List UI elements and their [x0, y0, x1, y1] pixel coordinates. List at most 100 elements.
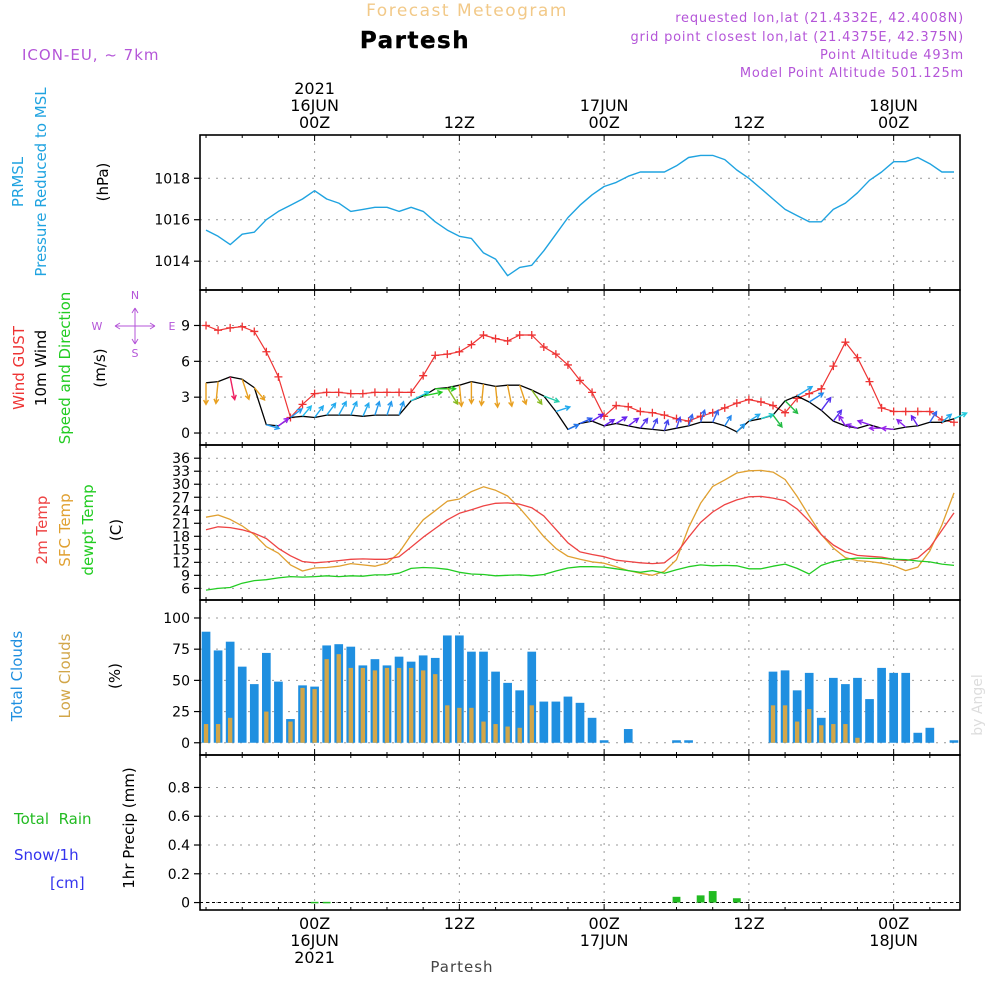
tick-label-y: 27: [172, 490, 190, 506]
gust-marker: [503, 337, 512, 346]
tick-label-y: 100: [163, 611, 190, 627]
tick-label-y: 0.4: [168, 838, 190, 854]
bar-total-cloud: [623, 729, 633, 743]
gust-marker: [769, 401, 778, 410]
wind-arrow: [832, 409, 843, 422]
wind-arrow: [519, 384, 528, 406]
wind-arrow: [808, 392, 825, 403]
bar-low-cloud: [469, 707, 474, 743]
bar-total-cloud: [274, 681, 283, 743]
wind-arrow: [591, 413, 605, 422]
tick-label-y: 30: [172, 477, 190, 493]
bar-low-cloud: [360, 667, 366, 743]
axis-label: (%): [106, 663, 124, 689]
gust-marker: [310, 389, 319, 398]
bar-low-cloud: [782, 705, 788, 743]
bar-total-cloud: [262, 652, 271, 743]
wind-arrow: [760, 412, 776, 420]
bar-total-cloud: [925, 727, 935, 743]
wind-arrow: [362, 401, 370, 417]
gust-marker: [274, 372, 283, 381]
bar-total-cloud: [901, 672, 911, 743]
compass-rose-icon: [114, 307, 156, 345]
bar-low-cloud: [517, 727, 522, 743]
bar-low-cloud: [505, 726, 510, 743]
wind-arrow: [229, 376, 237, 402]
gust-marker: [576, 376, 584, 385]
gust-marker: [756, 397, 765, 406]
wind-arrow: [784, 400, 799, 415]
wind-arrow: [880, 425, 894, 432]
bar-total-cloud: [455, 635, 464, 743]
bar-low-cloud: [843, 724, 848, 743]
tick-label-y: 0: [181, 426, 190, 442]
bar-low-cloud: [203, 724, 209, 743]
wind-arrow: [531, 389, 543, 406]
tick-label-y: 24: [172, 503, 190, 519]
tick-label-x-bottom: 2021: [294, 948, 335, 967]
gust-marker: [624, 402, 633, 411]
bar-total-cloud: [527, 651, 537, 743]
axis-label: Wind GUST: [10, 325, 28, 410]
wind-arrow: [301, 404, 313, 417]
tick-label-y: 0: [181, 736, 190, 752]
gridpoint-coords: grid point closest lon,lat (21.4375E, 42…: [630, 30, 964, 45]
point-altitude: Point Altitude 493m: [820, 48, 964, 63]
legend-snow-unit: [cm]: [50, 874, 85, 892]
gust-marker: [720, 403, 729, 412]
gust-marker: [443, 350, 452, 359]
tick-label-x-top: 00Z: [299, 113, 330, 132]
gust-marker: [298, 400, 307, 409]
footer-label: Partesh: [430, 958, 493, 976]
gust-marker: [226, 323, 235, 332]
tick-label-y: 0.6: [168, 809, 190, 825]
tick-label-y: 9: [181, 318, 190, 334]
tick-label-y: 6: [181, 581, 190, 597]
gust-marker: [612, 401, 621, 410]
gust-marker: [949, 418, 958, 427]
wind-arrow: [868, 425, 882, 432]
bar-low-cloud: [396, 667, 402, 743]
tick-label-y: 15: [172, 542, 190, 558]
wind-arrow: [651, 417, 659, 430]
wind-arrow: [423, 390, 444, 397]
wind-arrow: [579, 417, 594, 425]
gust-marker: [358, 389, 367, 398]
gust-marker: [588, 388, 597, 397]
bar-low-cloud: [336, 654, 341, 743]
requested-coords: requested lon,lat (21.4332E, 42.4008N): [675, 11, 964, 26]
bar-low-cloud: [348, 667, 353, 743]
wind-arrow: [543, 395, 561, 403]
wind-arrow: [687, 413, 694, 427]
tick-label-x-bottom: 12Z: [733, 914, 764, 933]
axis-label: Low Clouds: [56, 633, 74, 718]
wind-arrow: [326, 402, 337, 416]
panel-frame-precip: [199, 754, 961, 911]
gust-marker: [491, 334, 500, 343]
tick-label-y: 3: [181, 390, 190, 406]
gust-marker: [901, 407, 910, 416]
tick-label-x-top: 12Z: [444, 113, 475, 132]
bar-low-cloud: [433, 674, 438, 743]
wind-arrow: [772, 414, 783, 429]
gust-marker: [238, 322, 247, 331]
gust-marker: [925, 407, 934, 416]
legend-snow: Snow/1h: [14, 846, 79, 864]
gust-marker: [853, 353, 862, 362]
wind-arrow: [724, 414, 732, 427]
wind-arrow: [435, 385, 457, 392]
bar-rain: [310, 901, 319, 904]
axis-label-precip: 1hr Precip (mm): [120, 767, 138, 888]
gust-marker: [527, 331, 536, 340]
bar-low-cloud: [372, 670, 378, 743]
wind-arrow: [699, 408, 707, 423]
bar-rain: [708, 891, 717, 903]
bar-low-cloud: [831, 724, 836, 743]
bar-low-cloud: [529, 705, 534, 743]
axis-label: 10m Wind: [32, 330, 50, 406]
gust-marker: [370, 388, 379, 397]
gust-marker: [648, 408, 657, 417]
wind-arrow: [615, 416, 628, 425]
gust-marker: [913, 407, 922, 416]
